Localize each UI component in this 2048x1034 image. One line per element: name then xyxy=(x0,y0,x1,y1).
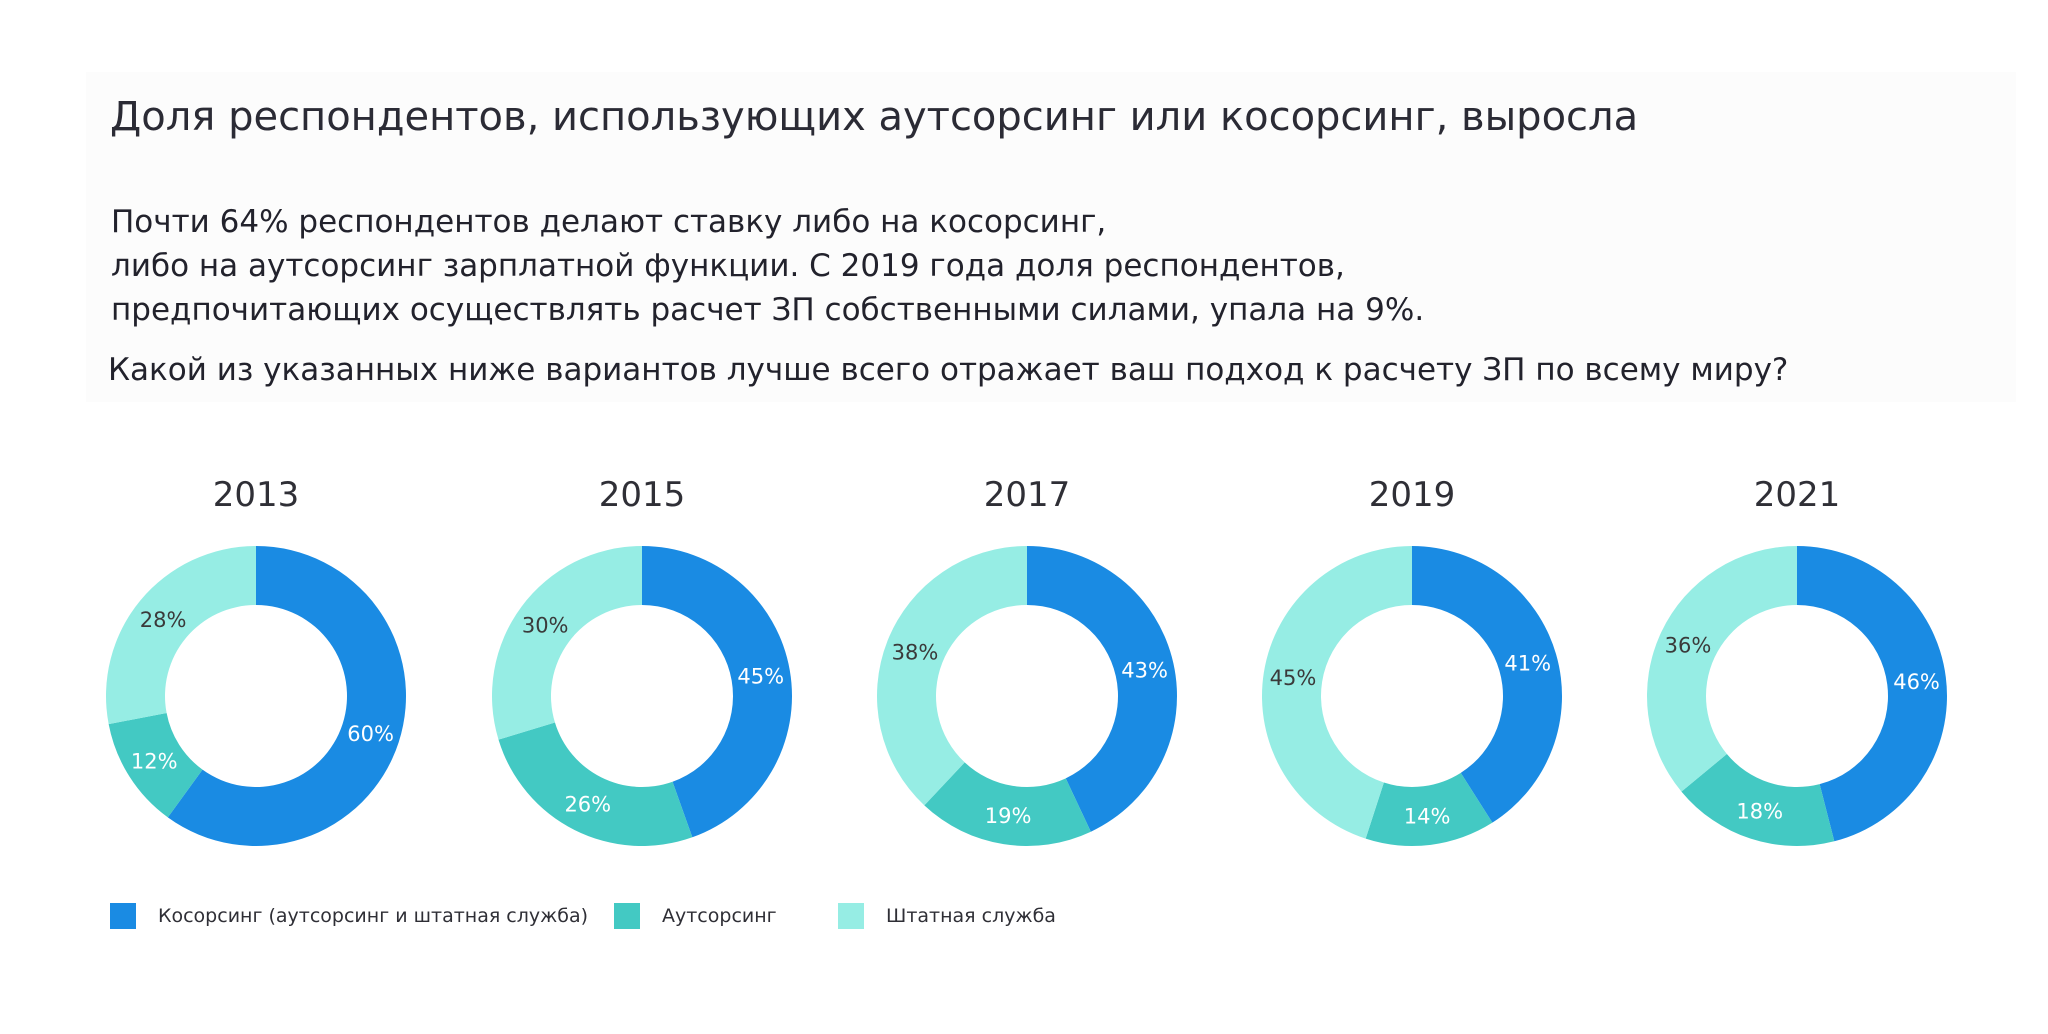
legend-item-inhouse: Штатная служба xyxy=(838,903,1056,929)
legend-label-inhouse: Штатная служба xyxy=(886,905,1056,927)
legend-swatch-inhouse xyxy=(838,903,864,929)
donut-slice-2019-inhouse xyxy=(1261,546,1412,839)
data-label-2013-outsourcing: 12% xyxy=(131,750,178,774)
donut-slice-2013-outsourcing xyxy=(108,713,203,818)
chart-title-2015: 2015 xyxy=(599,475,686,515)
donut-slice-2013-inhouse xyxy=(105,546,256,725)
legend-label-outsourcing: Аутсорсинг xyxy=(662,905,777,927)
legend-item-outsourcing: Аутсорсинг xyxy=(614,903,777,929)
data-label-2021-outsourcing: 18% xyxy=(1736,800,1783,824)
legend-item-cosourcing: Косорсинг (аутсорсинг и штатная служба) xyxy=(110,903,588,929)
donut-slice-2017-outsourcing xyxy=(924,762,1091,846)
donut-slice-2021-inhouse xyxy=(1647,546,1797,792)
data-label-2013-inhouse: 28% xyxy=(140,608,187,632)
chart-title-2013: 2013 xyxy=(213,475,300,515)
data-label-2015-inhouse: 30% xyxy=(522,613,569,637)
data-label-2017-cosourcing: 43% xyxy=(1121,659,1168,683)
donut-slice-2015-cosourcing xyxy=(642,546,793,838)
chart-title-2019: 2019 xyxy=(1369,475,1456,515)
donut-slice-2017-cosourcing xyxy=(1027,546,1178,832)
data-label-2021-cosourcing: 46% xyxy=(1893,670,1940,694)
data-label-2013-cosourcing: 60% xyxy=(347,722,394,746)
donut-slice-2015-inhouse xyxy=(491,546,642,740)
data-label-2017-outsourcing: 19% xyxy=(985,804,1032,828)
donut-slice-2019-cosourcing xyxy=(1412,546,1563,823)
legend-label-cosourcing: Косорсинг (аутсорсинг и штатная служба) xyxy=(158,905,589,927)
lead-line: Почти 64% респондентов делают ставку либ… xyxy=(111,204,1107,240)
data-label-2019-cosourcing: 41% xyxy=(1504,651,1551,675)
data-label-2017-inhouse: 38% xyxy=(892,641,939,665)
data-label-2015-outsourcing: 26% xyxy=(564,793,611,817)
data-label-2021-inhouse: 36% xyxy=(1665,634,1712,658)
chart-title-2017: 2017 xyxy=(984,475,1071,515)
donut-slice-2015-outsourcing xyxy=(498,722,693,846)
donut-slice-2021-outsourcing xyxy=(1681,754,1835,846)
donut-slice-2013-cosourcing xyxy=(167,546,406,846)
donut-charts: 2013 60% 12% 28% 2015 45% 26% 30% 2017 43% 19% 38% 2… xyxy=(105,475,1948,846)
data-label-2019-inhouse: 45% xyxy=(1270,666,1317,690)
donut-slice-2017-inhouse xyxy=(876,546,1027,806)
data-label-2015-cosourcing: 45% xyxy=(737,664,784,688)
lead-paragraph: Почти 64% респондентов делают ставку либ… xyxy=(111,200,1424,332)
text-panel xyxy=(86,72,2016,402)
lead-line: либо на аутсорсинг зарплатной функции. С… xyxy=(111,248,1345,284)
donut-slice-2021-cosourcing xyxy=(1797,546,1948,842)
legend-swatch-outsourcing xyxy=(614,903,640,929)
page-title: Доля респондентов, использующих аутсорси… xyxy=(110,94,1639,140)
data-label-2019-outsourcing: 14% xyxy=(1404,805,1451,829)
donut-slice-2019-outsourcing xyxy=(1365,772,1493,846)
survey-question: Какой из указанных ниже вариантов лучше … xyxy=(108,352,1789,388)
lead-line: предпочитающих осуществлять расчет ЗП со… xyxy=(111,292,1425,328)
chart-title-2021: 2021 xyxy=(1754,475,1841,515)
legend-swatch-cosourcing xyxy=(110,903,136,929)
